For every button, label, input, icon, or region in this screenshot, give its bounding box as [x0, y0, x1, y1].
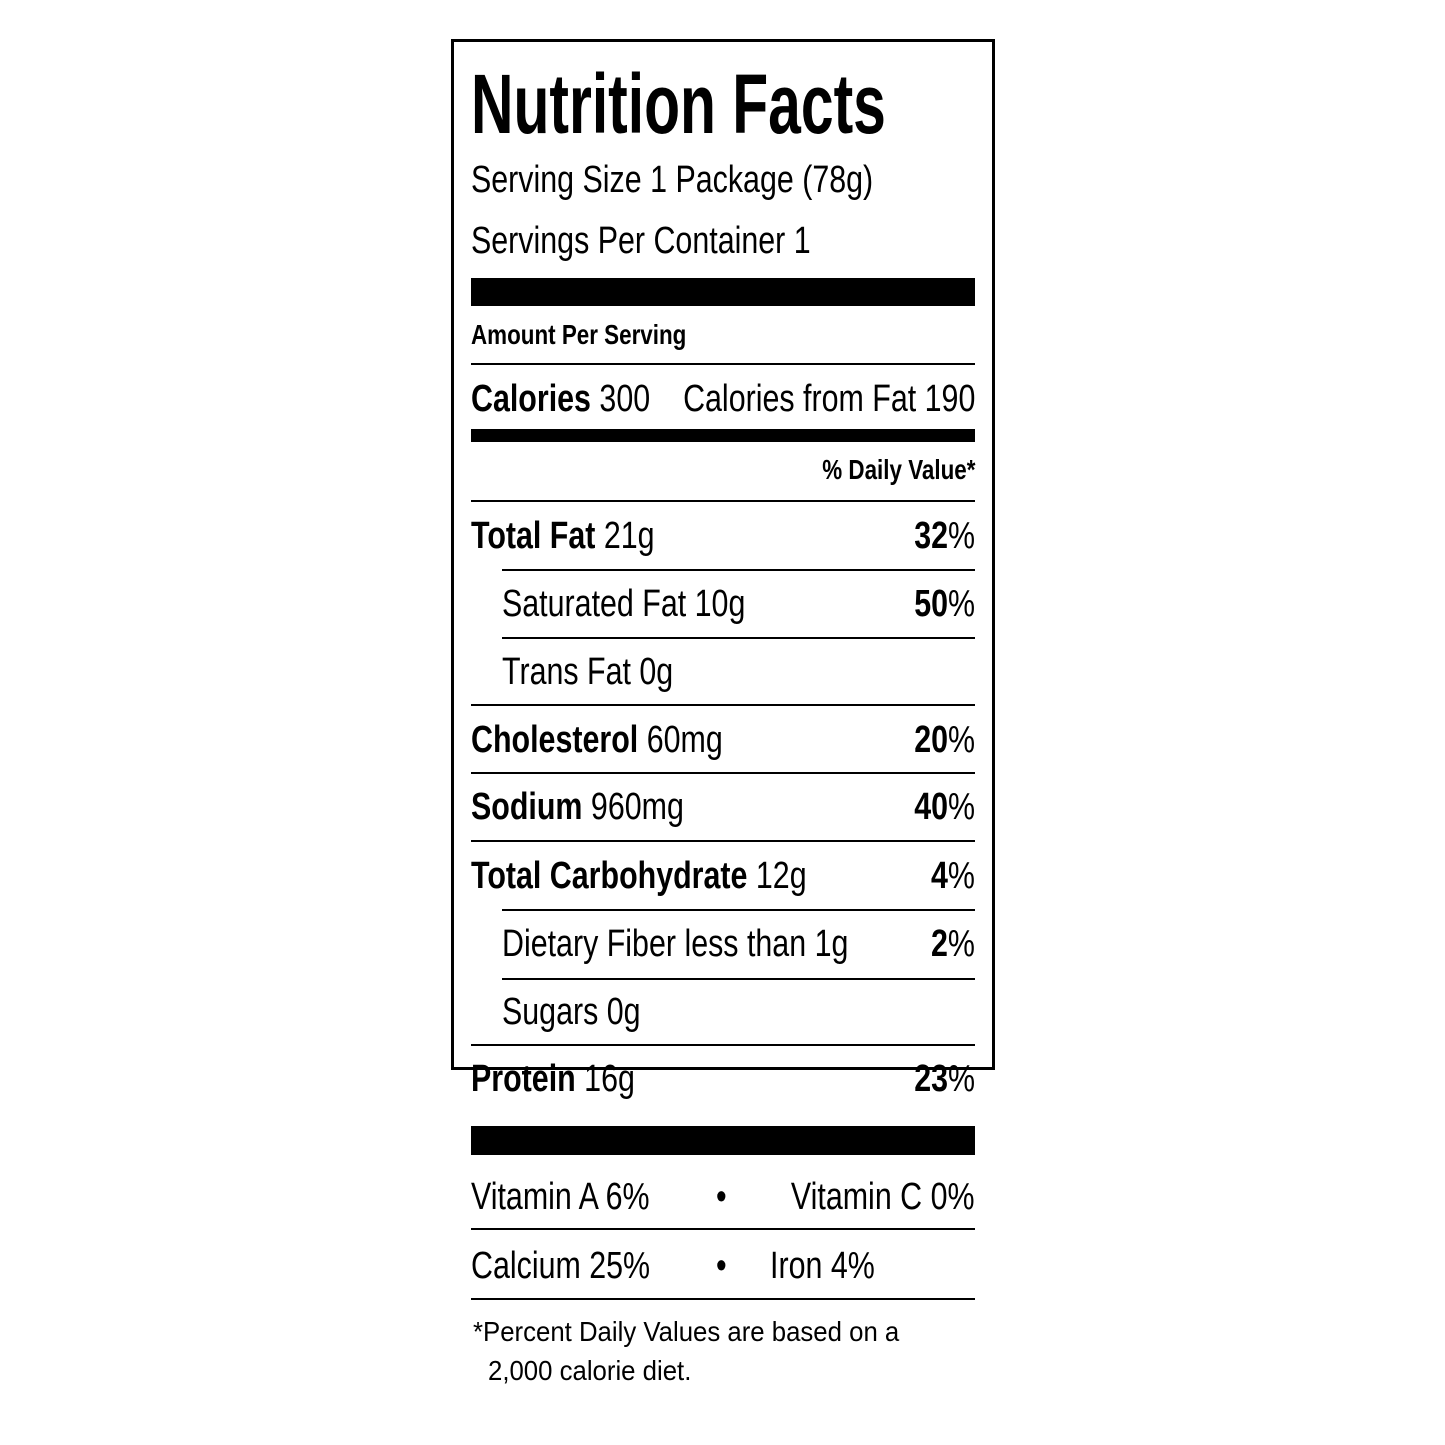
calories-value: 300 [599, 378, 651, 420]
percent-sign: % [947, 923, 975, 965]
calories-row: Calories 300 Calories from Fat 190 [471, 380, 975, 418]
servings-per-container: Servings Per Container 1 [471, 220, 811, 262]
nutrient-name: Total Carbohydrate [471, 855, 748, 897]
nutrient-amount: 60mg [646, 719, 723, 761]
nutrient-row-saturated-fat: Saturated Fat 10g 50% [471, 585, 975, 623]
nutrient-dv: 32 [914, 515, 948, 557]
divider [471, 840, 975, 842]
thick-divider [471, 1126, 975, 1155]
calories-from-fat-value: 190 [924, 378, 975, 420]
nutrient-amount: 0g [606, 991, 641, 1033]
percent-sign: % [947, 719, 975, 761]
nutrient-row-total-fat: Total Fat 21g 32% [471, 517, 975, 555]
calories-label: Calories [471, 378, 591, 420]
nutrient-name: Total Fat [471, 515, 596, 557]
calories: Calories 300 [471, 380, 650, 418]
divider [502, 909, 975, 911]
percent-sign: % [947, 855, 975, 897]
calories-from-fat-label: Calories from Fat [682, 378, 916, 420]
nutrient-name: Sodium [471, 786, 583, 828]
serving-size: Serving Size 1 Package (78g) [471, 159, 874, 201]
nutrient-name: Cholesterol [471, 719, 639, 761]
vitamin-right: Vitamin C 0% [791, 1176, 975, 1218]
divider [471, 500, 975, 502]
nutrient-row-dietary-fiber: Dietary Fiber less than 1g 2% [471, 925, 975, 963]
thick-divider [471, 278, 975, 306]
nutrient-name: Sugars [502, 991, 599, 1033]
nutrient-dv: 50 [914, 583, 948, 625]
nutrient-amount: 10g [694, 583, 746, 625]
nutrient-row-protein: Protein 16g 23% [471, 1060, 975, 1098]
footnote-line-1: *Percent Daily Values are based on a [473, 1316, 900, 1347]
nutrient-amount: 12g [755, 855, 807, 897]
nutrient-amount: 960mg [590, 786, 684, 828]
medium-divider [471, 429, 975, 442]
nutrient-dv: 2 [931, 923, 948, 965]
nutrient-name: Dietary Fiber [502, 923, 676, 965]
divider [502, 569, 975, 571]
bullet: • [716, 1176, 727, 1218]
nutrient-amount: less than 1g [684, 923, 849, 965]
divider [471, 1044, 975, 1046]
nutrient-amount: 0g [639, 651, 674, 693]
footnote-line-2: 2,000 calorie diet. [488, 1355, 692, 1386]
percent-sign: % [947, 1058, 975, 1100]
nutrient-name: Trans Fat [502, 651, 631, 693]
nutrient-row-sugars: Sugars 0g [471, 993, 975, 1031]
divider [471, 772, 975, 774]
divider [471, 363, 975, 365]
percent-sign: % [947, 515, 975, 557]
mineral-left: Calcium 25% [471, 1245, 651, 1287]
nutrient-dv: 40 [914, 786, 948, 828]
divider [471, 1228, 975, 1230]
nutrient-row-total-carbohydrate: Total Carbohydrate 12g 4% [471, 857, 975, 895]
divider [502, 637, 975, 639]
percent-sign: % [947, 786, 975, 828]
amount-per-serving: Amount Per Serving [471, 319, 687, 350]
percent-sign: % [947, 583, 975, 625]
nutrient-name: Saturated Fat [502, 583, 687, 625]
nutrient-amount: 21g [603, 515, 655, 557]
label-title: Nutrition Facts [471, 57, 886, 151]
divider [471, 1298, 975, 1300]
nutrient-row-sodium: Sodium 960mg 40% [471, 788, 975, 826]
divider [502, 978, 975, 980]
mineral-row: Calcium 25% • Iron 4% [471, 1247, 975, 1285]
vitamin-left: Vitamin A 6% [471, 1176, 650, 1218]
nutrient-amount: 16g [584, 1058, 635, 1100]
mineral-right: Iron 4% [770, 1245, 875, 1287]
daily-value-header: % Daily Value* [821, 454, 975, 485]
nutrient-dv: 20 [914, 719, 948, 761]
calories-from-fat: Calories from Fat 190 [683, 380, 975, 418]
divider [471, 704, 975, 706]
nutrient-name: Protein [471, 1058, 576, 1100]
nutrient-dv: 23 [914, 1058, 948, 1100]
nutrient-dv: 4 [931, 855, 948, 897]
nutrient-row-cholesterol: Cholesterol 60mg 20% [471, 721, 975, 759]
vitamin-row: Vitamin A 6% • Vitamin C 0% [471, 1178, 975, 1216]
nutrition-facts-box [451, 39, 995, 1070]
nutrient-row-trans-fat: Trans Fat 0g [471, 653, 975, 691]
bullet: • [716, 1245, 727, 1287]
